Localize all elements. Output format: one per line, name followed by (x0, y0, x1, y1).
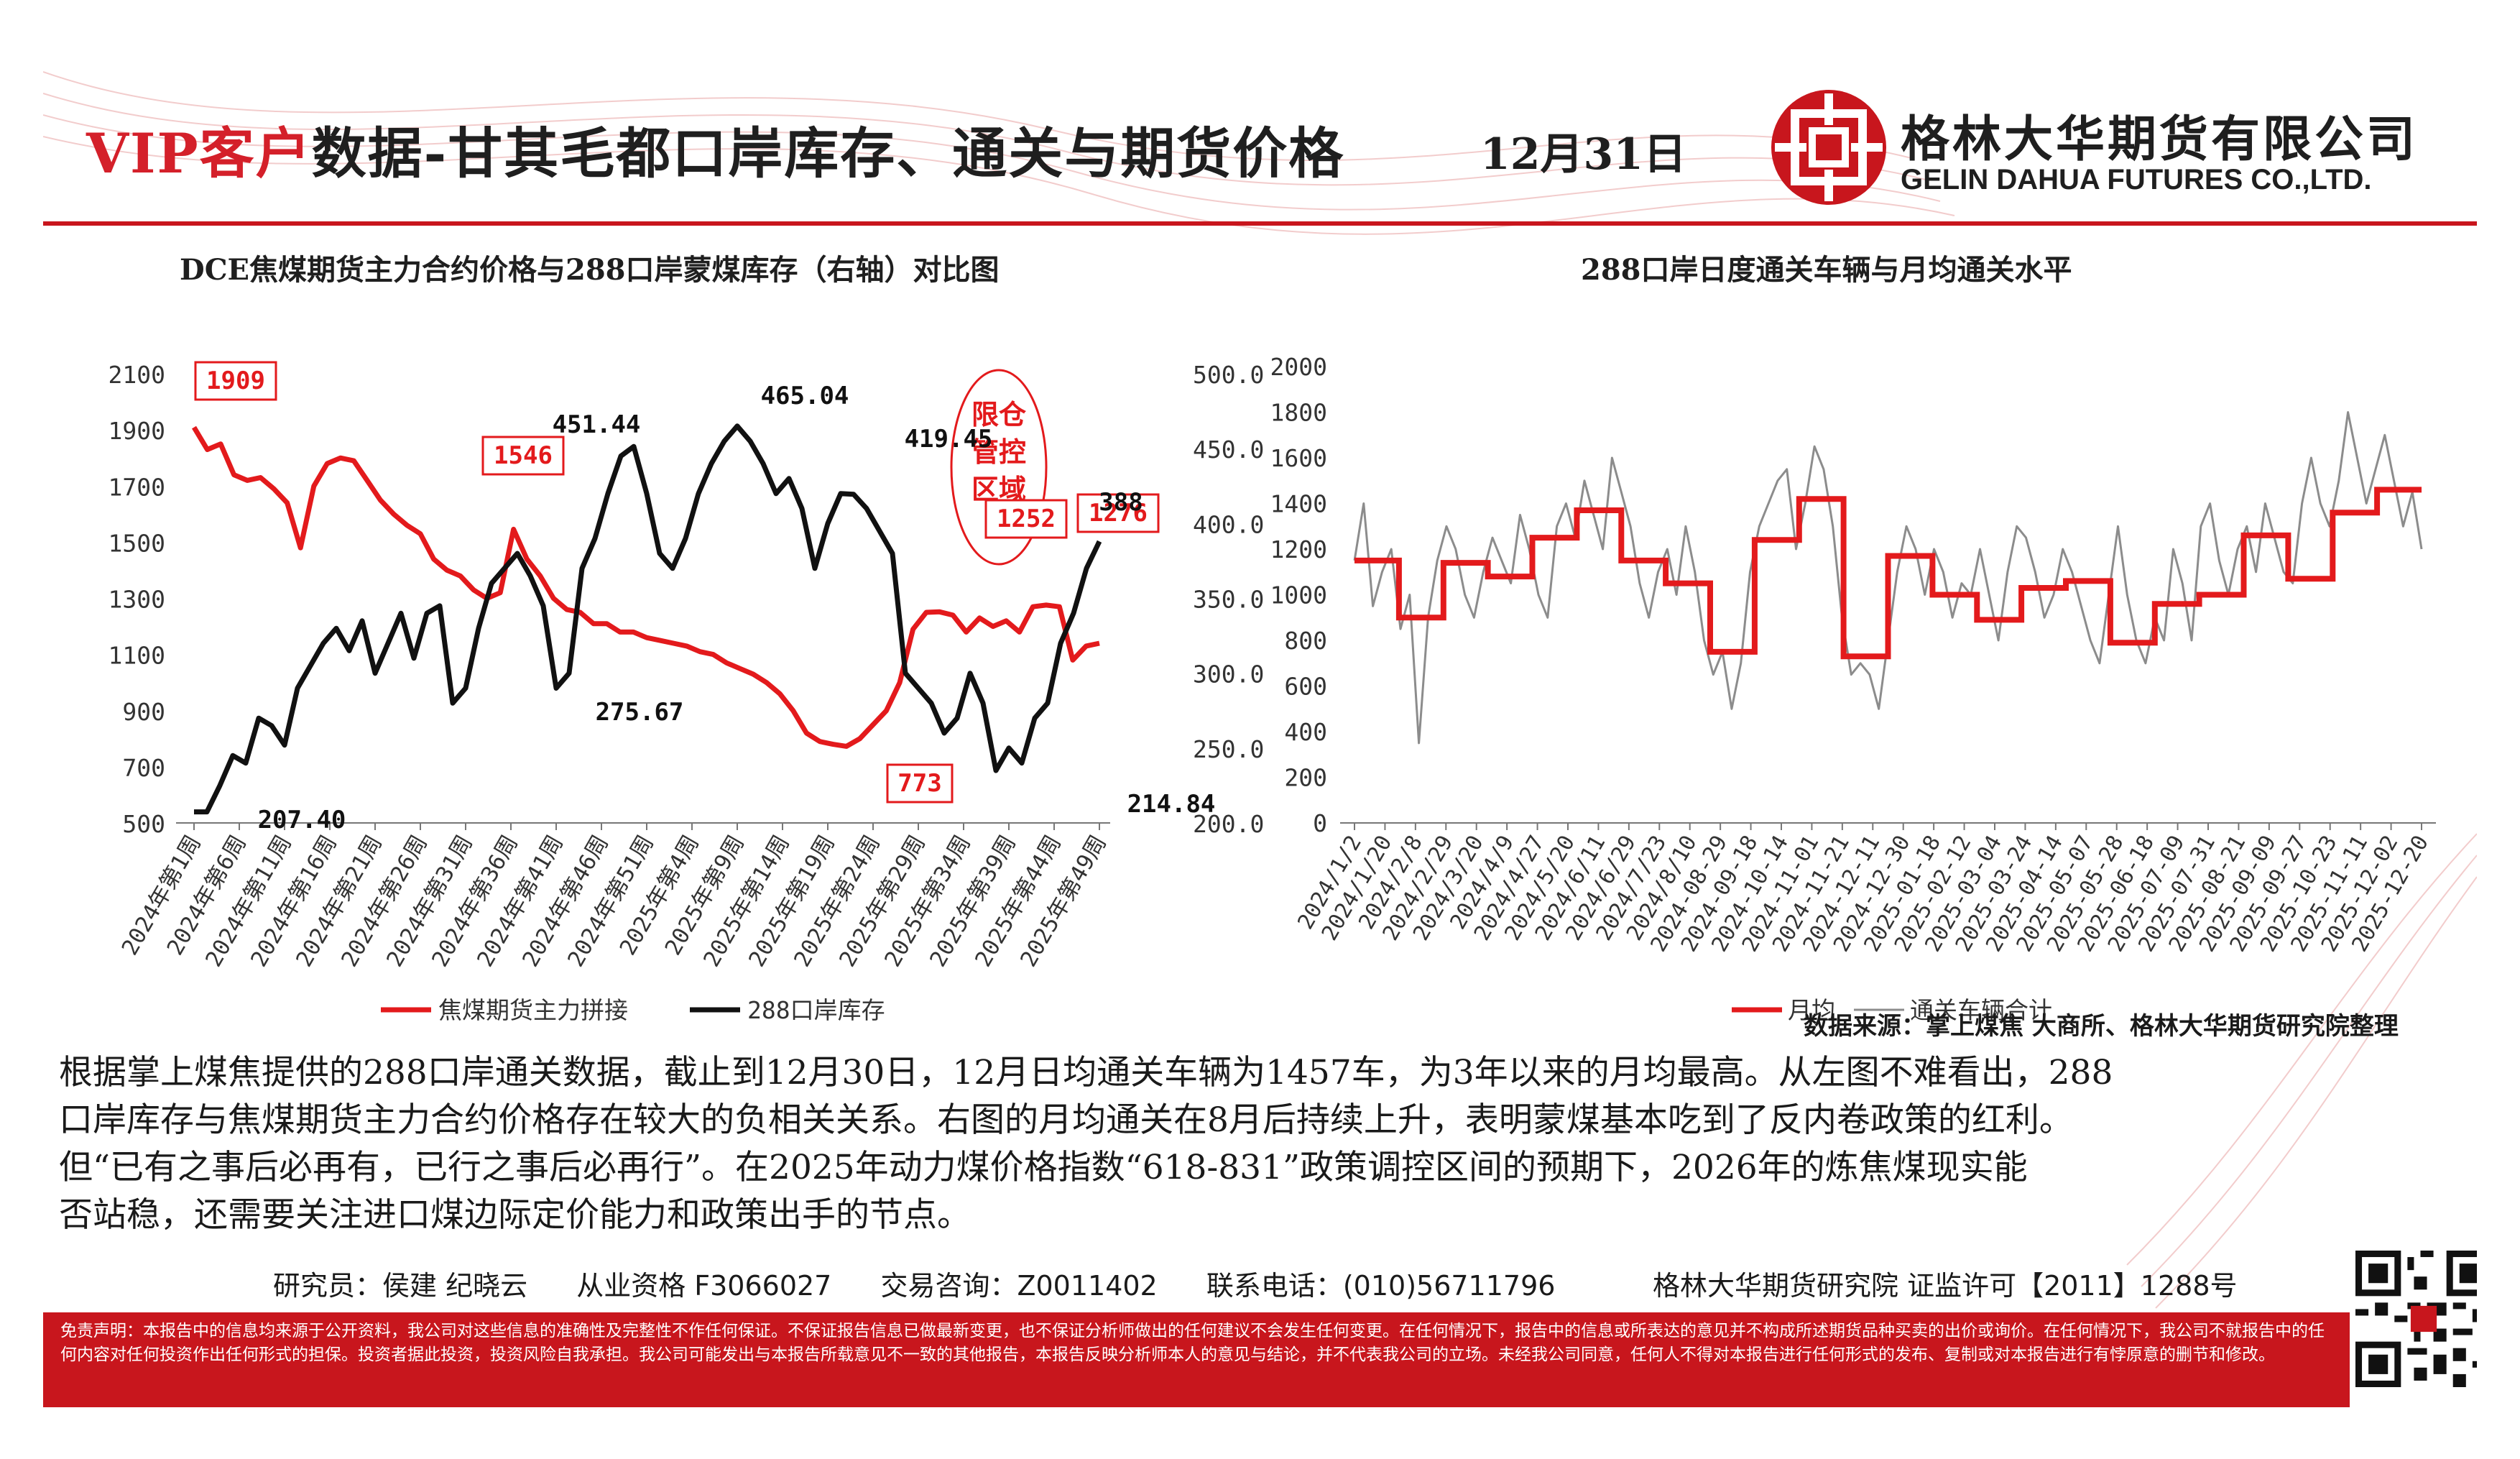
restriction-zone-ellipse (950, 369, 1048, 566)
company-logo: 格林大华期货有限公司 GELIN DAHUA FUTURES CO.,LTD. (1768, 86, 2457, 208)
right-chart-y-tick: 1200 (1270, 535, 1327, 563)
company-name-cn: 格林大华期货有限公司 (1901, 111, 2419, 168)
left-chart-title: DCE焦煤期货主力合约价格与288口岸蒙煤库存（右轴）对比图 (180, 253, 1000, 287)
right-chart-y-tick: 0 (1313, 809, 1327, 837)
legend-monthly-label: 月均 (1788, 996, 1835, 1024)
price-callout: 1909 (206, 367, 265, 395)
right-y-tick: 500.00 (1193, 361, 1265, 389)
title-main: 数据-甘其毛都口岸库存、通关与期货价格 (311, 121, 1345, 185)
paragraph-line: 口岸库存与焦煤期货主力合约价格存在较大的负相关关系。右图的月均通关在8月后持续上… (59, 1100, 2073, 1140)
price-callout: 773 (897, 769, 941, 798)
researcher-info: 研究员：侯建 纪晓云 从业资格 F3066027 交易咨询：Z0011402 联… (273, 1264, 1595, 1303)
legend-daily-label: 通关车辆合计 (1910, 996, 2052, 1024)
analysis-paragraph: 根据掌上煤焦提供的288口岸通关数据，截止到12月30日，12月日均通关车辆为1… (59, 1049, 2466, 1239)
left-y-tick: 1500 (109, 529, 165, 557)
left-chart: 2100 1900 1700 1500 1300 1100 900 700 500 500.00 4… (109, 361, 1265, 1024)
right-y-tick: 250.00 (1193, 735, 1265, 763)
institute-license: 格林大华期货研究院 证监许可【2011】1288号 (1653, 1270, 2238, 1302)
paragraph-line: 根据掌上煤焦提供的288口岸通关数据，截止到12月30日，12月日均通关车辆为1… (59, 1053, 2113, 1092)
legend-inventory-label: 288口岸库存 (747, 996, 885, 1024)
right-chart-y-tick: 1000 (1270, 581, 1327, 609)
consult-no: 交易咨询：Z0011402 (880, 1270, 1158, 1302)
right-y-tick: 450.00 (1193, 436, 1265, 464)
price-callout: 1276 (1089, 499, 1148, 528)
series-monthly-average-line (1354, 487, 2422, 660)
price-callout-box (481, 436, 565, 476)
paragraph-line: 否站稳，还需要关注进口煤边际定价能力和政策出手的节点。 (59, 1195, 971, 1235)
price-callout-box (194, 361, 277, 401)
zone-label: 限仓 (971, 399, 1027, 431)
phone: 联系电话：(010)56711796 (1206, 1270, 1556, 1302)
right-chart-y-tick: 400 (1284, 718, 1327, 746)
price-callout-box (1076, 493, 1160, 533)
report-page: VIP客户数据-甘其毛都口岸库存、通关与期货价格 12月31日 格林大华期货有限… (43, 43, 2477, 1416)
left-y-tick: 1900 (109, 417, 165, 445)
header-divider (43, 221, 2477, 226)
title-vip: VIP客户 (86, 121, 312, 185)
right-y-tick: 300.00 (1193, 661, 1265, 689)
right-chart-y-tick: 2000 (1270, 353, 1327, 381)
price-callout-box (886, 763, 954, 804)
inventory-callout: 465.04 (761, 382, 849, 410)
left-y-tick: 1700 (109, 473, 165, 501)
price-callout: 1252 (997, 505, 1056, 533)
company-name-en: GELIN DAHUA FUTURES CO.,LTD. (1901, 164, 2372, 195)
right-chart-y-tick: 200 (1284, 764, 1327, 792)
left-y-tick: 2100 (109, 361, 165, 389)
left-y-tick: 900 (122, 698, 165, 726)
series-coking-coal-price-line (191, 425, 1100, 749)
left-y-tick: 1100 (109, 642, 165, 670)
right-chart-y-tick: 1400 (1270, 490, 1327, 518)
report-date: 12月31日 (1480, 129, 1686, 180)
price-callout: 1546 (494, 441, 553, 470)
right-chart-y-tick: 1800 (1270, 399, 1327, 427)
inventory-callout: 275.67 (596, 698, 684, 727)
page-title: VIP客户数据-甘其毛都口岸库存、通关与期货价格 (86, 109, 1344, 188)
inventory-callout: 214.84 (1127, 790, 1216, 819)
researcher: 研究员：侯建 纪晓云 (273, 1270, 528, 1302)
paragraph-line: 但“已有之事后必再有，已行之事后必再行”。在2025年动力煤价格指数“618-8… (59, 1148, 2028, 1187)
inventory-callout: 451.44 (553, 410, 641, 439)
right-chart: 2000180016001400120010008006004002000202… (1270, 353, 2436, 1024)
right-chart-title: 288口岸日度通关车辆与月均通关水平 (1581, 253, 2072, 287)
right-y-tick: 350.00 (1193, 586, 1265, 614)
right-y-tick: 400.00 (1193, 510, 1265, 538)
inventory-callout: 207.40 (258, 806, 346, 834)
right-chart-y-tick: 600 (1284, 673, 1327, 701)
right-chart-y-tick: 1600 (1270, 444, 1327, 472)
left-y-tick: 500 (122, 810, 165, 838)
right-chart-y-tick: 800 (1284, 627, 1327, 655)
series-port-inventory-line (194, 423, 1102, 815)
company-seal-icon (1771, 90, 1886, 205)
price-callout-box (984, 499, 1068, 539)
right-y-tick: 200.00 (1193, 810, 1265, 838)
qr-code-icon[interactable] (2355, 1251, 2477, 1387)
data-source: 数据来源：掌上煤焦 大商所、格林大华期货研究院整理 (1804, 1012, 2399, 1041)
disclaimer: 免责声明：本报告中的信息均来源于公开资料，我公司对这些信息的准确性及完整性不作任… (43, 1312, 2350, 1407)
legend-price-label: 焦煤期货主力拼接 (438, 996, 628, 1024)
qualification: 从业资格 F3066027 (576, 1270, 832, 1302)
left-y-tick: 1300 (109, 586, 165, 614)
inventory-callout: 419.45 (905, 425, 993, 454)
left-y-tick: 700 (122, 754, 165, 782)
inventory-callout: 388 (1099, 488, 1143, 517)
page-header: VIP客户数据-甘其毛都口岸库存、通关与期货价格 12月31日 格林大华期货有限… (43, 43, 2477, 223)
zone-label: 管控 (971, 436, 1026, 468)
